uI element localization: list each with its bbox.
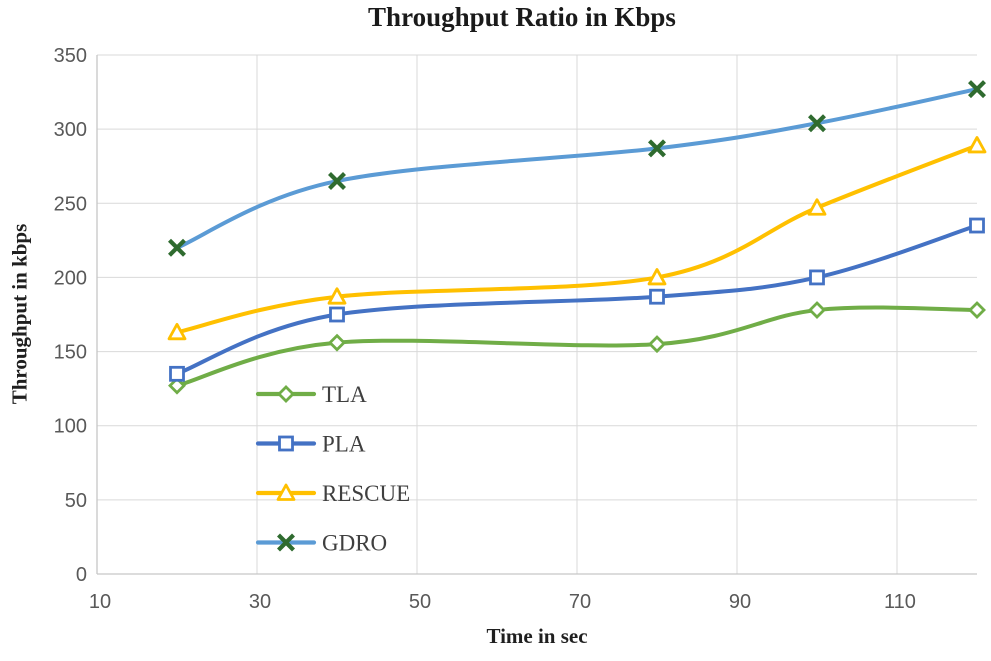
series-line-pla (175, 223, 979, 376)
y-tick-label: 250 (54, 193, 87, 215)
triangle-marker (276, 483, 296, 501)
x-marker (808, 114, 826, 133)
triangle-marker (167, 322, 187, 341)
y-tick-label: 200 (54, 267, 87, 289)
diamond-marker (328, 333, 346, 352)
square-marker (169, 365, 185, 382)
diamond-marker (808, 301, 826, 320)
series-markers-tla (168, 301, 986, 395)
square-marker (969, 217, 985, 234)
diamond-marker (168, 376, 186, 395)
legend-item-rescue: RESCUE (255, 481, 410, 506)
legend-item-pla: PLA (255, 432, 366, 457)
y-tick-label: 350 (54, 45, 87, 67)
x-marker (648, 139, 666, 158)
square-marker (329, 306, 345, 323)
diamond-marker (968, 301, 986, 320)
x-tick-label: 110 (884, 591, 916, 613)
x-marker (328, 172, 346, 191)
series-markers-gdro (168, 80, 986, 257)
x-tick-label: 50 (409, 591, 431, 613)
triangle-marker (807, 198, 827, 216)
x-marker (277, 533, 295, 552)
x-marker (968, 80, 986, 99)
series-line-gdro (175, 87, 979, 250)
series-line-rescue (175, 143, 979, 335)
x-tick-label: 90 (729, 591, 751, 613)
x-tick-label: 30 (249, 591, 271, 613)
square-marker (278, 435, 294, 452)
x-axis-title: Time in sec (486, 624, 588, 648)
x-tick-label: 70 (569, 591, 591, 613)
y-tick-label: 50 (65, 490, 87, 512)
series-markers-pla (169, 217, 985, 382)
square-marker (809, 269, 825, 286)
y-tick-label: 150 (54, 342, 87, 364)
y-tick-label: 100 (54, 416, 87, 438)
legend-item-gdro: GDRO (255, 531, 387, 556)
triangle-marker (327, 287, 347, 305)
chart-title: Throughput Ratio in Kbps (368, 2, 676, 32)
legend-label: GDRO (322, 531, 387, 556)
diamond-marker (277, 385, 295, 403)
triangle-marker (967, 136, 987, 154)
legend-label: TLA (322, 382, 367, 407)
y-tick-label: 0 (76, 564, 87, 586)
square-marker (649, 288, 665, 305)
legend-label: RESCUE (322, 481, 410, 506)
series-markers-rescue (167, 136, 987, 341)
triangle-marker (647, 268, 667, 286)
diamond-marker (648, 335, 666, 354)
legend-label: PLA (322, 432, 366, 457)
y-tick-label: 300 (54, 119, 87, 141)
y-axis-title: Throughput in kbps (7, 223, 32, 405)
series-line-tla (175, 305, 979, 388)
legend-item-tla: TLA (255, 382, 367, 407)
legend: TLA PLA RESCUE GDRO (255, 382, 410, 556)
x-marker (168, 238, 186, 257)
x-tick-label: 10 (89, 591, 111, 613)
